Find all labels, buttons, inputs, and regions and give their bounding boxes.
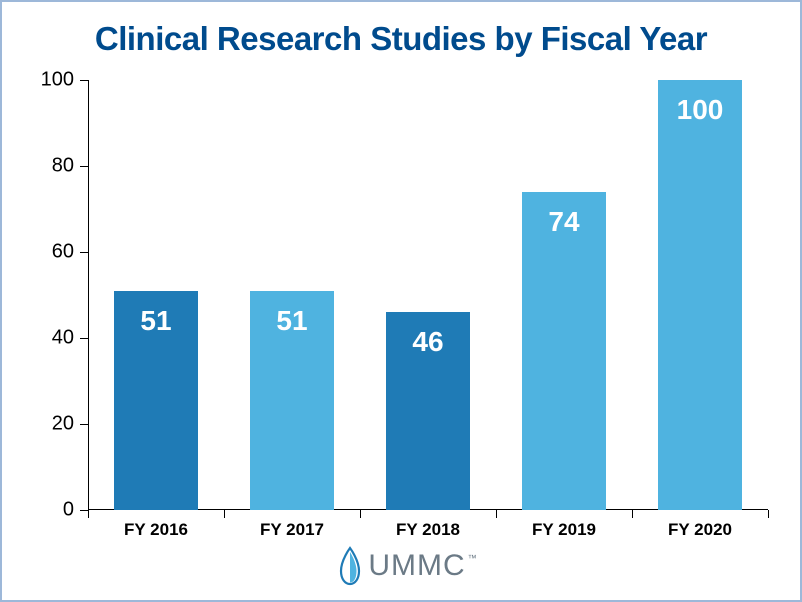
chart-plot-area: 02040608010051FY 201651FY 201746FY 20187… xyxy=(88,80,768,510)
bar: 51 xyxy=(250,291,334,510)
y-tick-label: 0 xyxy=(24,499,74,522)
y-tick-label: 20 xyxy=(24,413,74,436)
ummc-logo-text: UMMC ™ xyxy=(368,549,465,583)
x-tick-label: FY 2019 xyxy=(532,520,596,540)
bar: 46 xyxy=(386,312,470,510)
y-tick xyxy=(80,424,88,425)
y-axis xyxy=(88,80,89,510)
y-tick xyxy=(80,80,88,81)
y-tick xyxy=(80,338,88,339)
y-tick-label: 80 xyxy=(24,155,74,178)
x-tick xyxy=(360,510,361,518)
ummc-drop-icon xyxy=(336,546,364,586)
trademark-icon: ™ xyxy=(468,553,478,563)
bar-value-label: 51 xyxy=(250,305,334,337)
x-tick-label: FY 2018 xyxy=(396,520,460,540)
chart-title: Clinical Research Studies by Fiscal Year xyxy=(2,20,800,58)
y-tick xyxy=(80,166,88,167)
x-tick-label: FY 2016 xyxy=(124,520,188,540)
x-tick xyxy=(632,510,633,518)
ummc-logo-letters: UMMC xyxy=(368,549,465,582)
bar-value-label: 100 xyxy=(658,94,742,126)
x-tick xyxy=(496,510,497,518)
ummc-logo: UMMC ™ xyxy=(2,546,800,586)
x-tick xyxy=(88,510,89,518)
y-tick-label: 100 xyxy=(24,69,74,92)
x-tick-label: FY 2020 xyxy=(668,520,732,540)
y-tick-label: 60 xyxy=(24,241,74,264)
bar: 51 xyxy=(114,291,198,510)
x-tick xyxy=(768,510,769,518)
x-tick-label: FY 2017 xyxy=(260,520,324,540)
y-tick xyxy=(80,510,88,511)
chart-frame: Clinical Research Studies by Fiscal Year… xyxy=(0,0,802,602)
bar-value-label: 74 xyxy=(522,206,606,238)
bar-value-label: 46 xyxy=(386,326,470,358)
bar: 100 xyxy=(658,80,742,510)
y-tick-label: 40 xyxy=(24,327,74,350)
x-tick xyxy=(224,510,225,518)
bar-value-label: 51 xyxy=(114,305,198,337)
y-tick xyxy=(80,252,88,253)
bar: 74 xyxy=(522,192,606,510)
